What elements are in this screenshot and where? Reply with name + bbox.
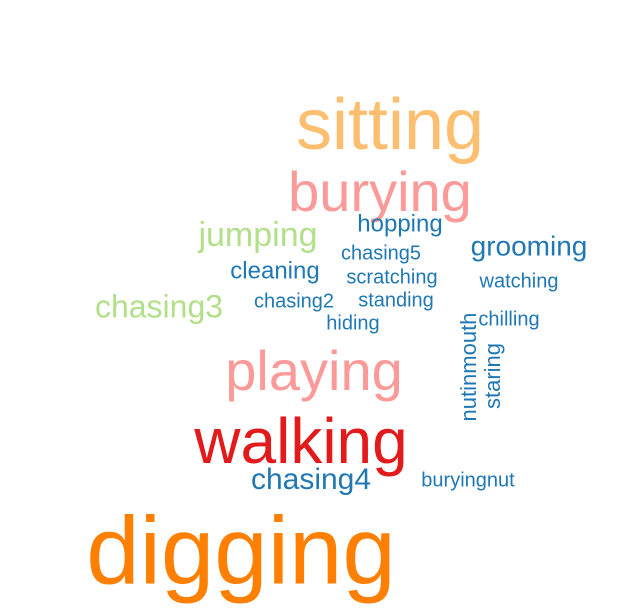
word-playing: playing (225, 339, 402, 402)
word-sitting: sitting (296, 85, 484, 165)
word-hopping: hopping (357, 210, 442, 237)
word-watching: watching (479, 270, 559, 292)
word-digging: digging (86, 497, 396, 604)
word-chasing4: chasing4 (251, 463, 371, 496)
word-buryingnut: buryingnut (421, 469, 515, 491)
word-chasing5: chasing5 (341, 242, 421, 264)
word-cleaning: cleaning (230, 257, 319, 284)
word-chilling: chilling (478, 308, 539, 330)
word-jumping: jumping (197, 216, 317, 254)
word-staring: staring (480, 343, 505, 409)
word-walking: walking (193, 405, 407, 477)
word-chasing2: chasing2 (254, 290, 334, 312)
word-standing: standing (358, 289, 434, 311)
word-nutinmouth: nutinmouth (456, 313, 481, 422)
word-scratching: scratching (346, 266, 437, 288)
word-hiding: hiding (326, 312, 379, 334)
word-grooming: grooming (471, 230, 588, 261)
word-burying: burying (288, 160, 472, 223)
word-chasing3: chasing3 (95, 288, 223, 324)
